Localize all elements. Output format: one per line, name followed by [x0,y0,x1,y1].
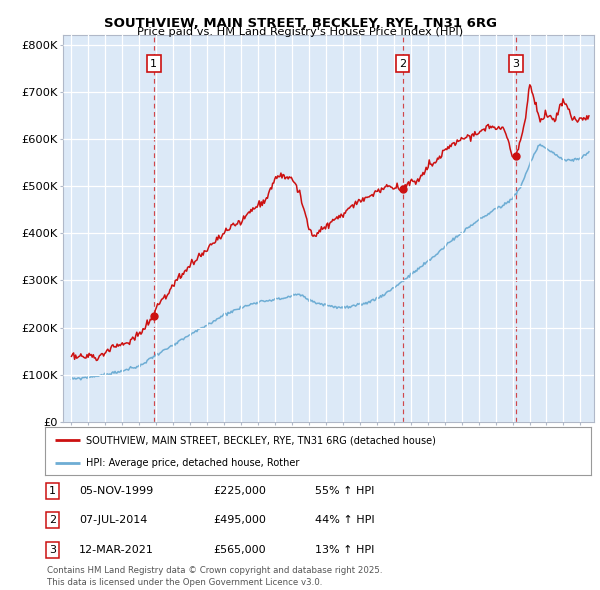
Text: £565,000: £565,000 [213,545,266,555]
Text: Price paid vs. HM Land Registry's House Price Index (HPI): Price paid vs. HM Land Registry's House … [137,27,463,37]
Text: SOUTHVIEW, MAIN STREET, BECKLEY, RYE, TN31 6RG (detached house): SOUTHVIEW, MAIN STREET, BECKLEY, RYE, TN… [86,435,436,445]
Text: 44% ↑ HPI: 44% ↑ HPI [315,516,374,525]
Text: 13% ↑ HPI: 13% ↑ HPI [315,545,374,555]
Text: 1: 1 [150,58,157,68]
Text: 1: 1 [49,486,56,496]
Text: SOUTHVIEW, MAIN STREET, BECKLEY, RYE, TN31 6RG: SOUTHVIEW, MAIN STREET, BECKLEY, RYE, TN… [104,17,497,30]
Text: 2: 2 [399,58,406,68]
Text: £495,000: £495,000 [213,516,266,525]
Text: 3: 3 [512,58,520,68]
Text: Contains HM Land Registry data © Crown copyright and database right 2025.
This d: Contains HM Land Registry data © Crown c… [47,566,382,587]
Text: £225,000: £225,000 [213,486,266,496]
Text: 2: 2 [49,516,56,525]
Text: 05-NOV-1999: 05-NOV-1999 [79,486,154,496]
Text: 55% ↑ HPI: 55% ↑ HPI [315,486,374,496]
Text: HPI: Average price, detached house, Rother: HPI: Average price, detached house, Roth… [86,458,299,468]
Text: 12-MAR-2021: 12-MAR-2021 [79,545,154,555]
Text: 07-JUL-2014: 07-JUL-2014 [79,516,148,525]
Text: 3: 3 [49,545,56,555]
